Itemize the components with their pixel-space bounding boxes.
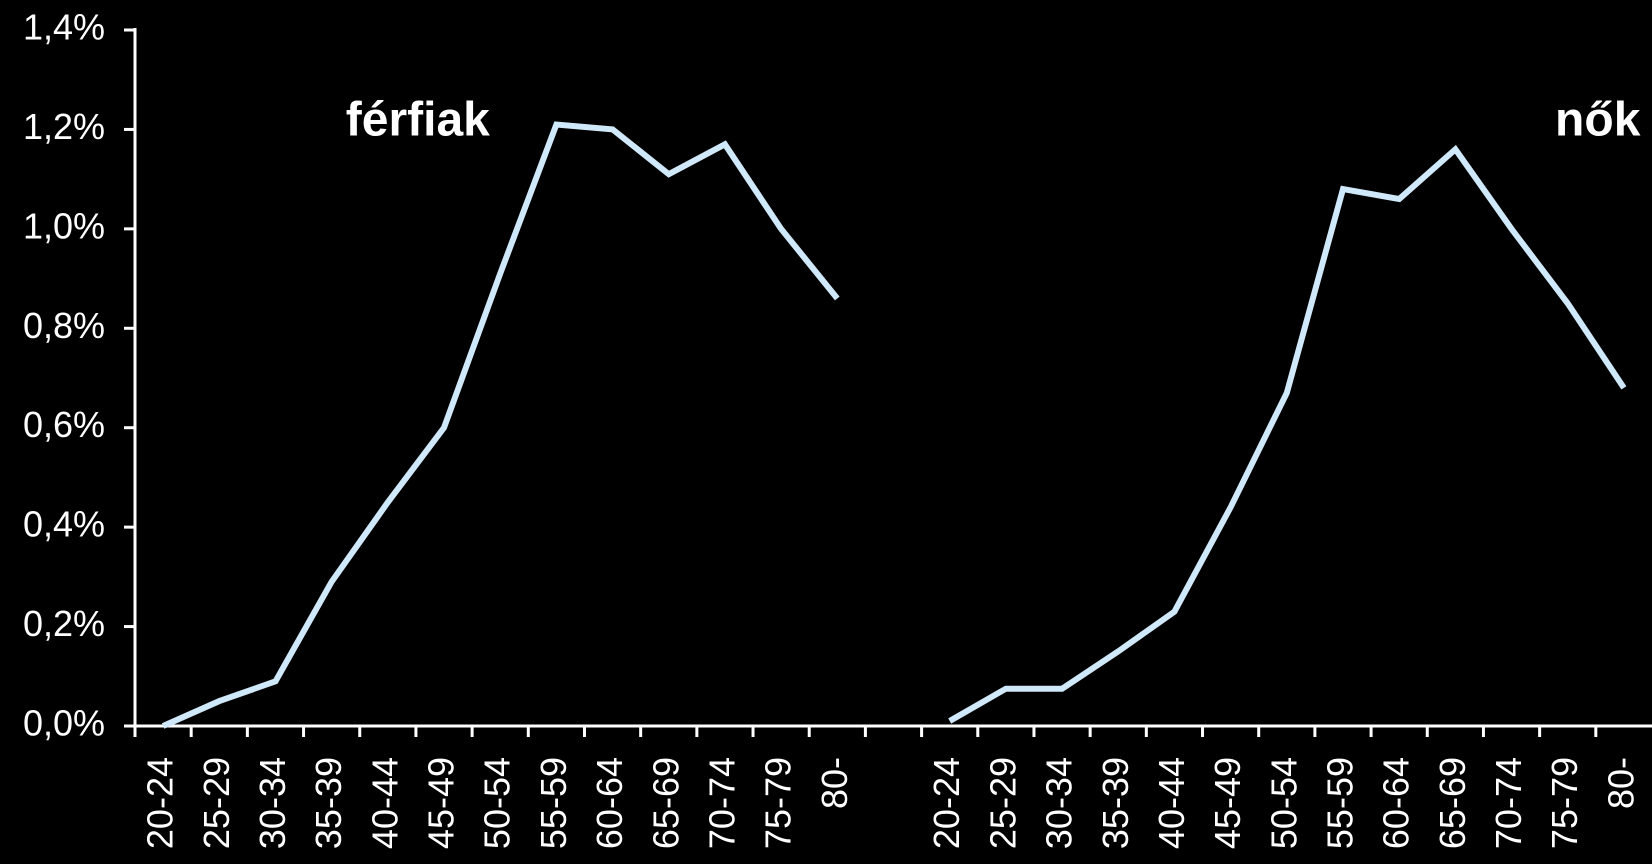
x-tick-label: 25-29 (982, 757, 1023, 849)
data-line (161, 121, 1627, 729)
x-tick-label: 35-39 (308, 757, 349, 849)
x-tick-label: 50-54 (477, 757, 518, 849)
x-tick-label: 40-44 (1151, 757, 1192, 849)
x-tick-label: 20-24 (140, 757, 181, 849)
x-tick-label: 80- (814, 757, 855, 809)
x-tick-label: 80- (1600, 757, 1641, 809)
x-tick-label: 25-29 (196, 757, 237, 849)
y-tick-label: 0,8% (23, 305, 105, 346)
annotation: férfiak (346, 94, 490, 147)
x-tick-label: 20-24 (926, 757, 967, 849)
x-tick-label: 30-34 (252, 757, 293, 849)
x-tick-label: 45-49 (1207, 757, 1248, 849)
x-tick-label: 55-59 (533, 757, 574, 849)
x-tick-label: 65-69 (1432, 757, 1473, 849)
annotation: nők (1555, 94, 1641, 147)
y-tick-label: 0,4% (23, 504, 105, 545)
y-tick-label: 1,0% (23, 205, 105, 246)
y-tick-label: 0,0% (23, 703, 105, 744)
y-tick-label: 1,4% (23, 7, 105, 48)
x-tick-label: 30-34 (1039, 757, 1080, 849)
x-tick-label: 60-64 (589, 757, 630, 849)
x-tick-label: 40-44 (364, 757, 405, 849)
y-tick-label: 0,6% (23, 404, 105, 445)
x-tick-label: 75-79 (1544, 757, 1585, 849)
x-tick-label: 60-64 (1376, 757, 1417, 849)
y-tick-label: 1,2% (23, 106, 105, 147)
x-tick-label: 35-39 (1095, 757, 1136, 849)
x-tick-label: 65-69 (645, 757, 686, 849)
x-tick-label: 55-59 (1319, 757, 1360, 849)
x-tick-label: 45-49 (421, 757, 462, 849)
x-tick-label: 70-74 (701, 757, 742, 849)
x-tick-label: 50-54 (1263, 757, 1304, 849)
x-tick-label: 70-74 (1488, 757, 1529, 849)
x-tick-label: 75-79 (758, 757, 799, 849)
y-tick-label: 0,2% (23, 603, 105, 644)
